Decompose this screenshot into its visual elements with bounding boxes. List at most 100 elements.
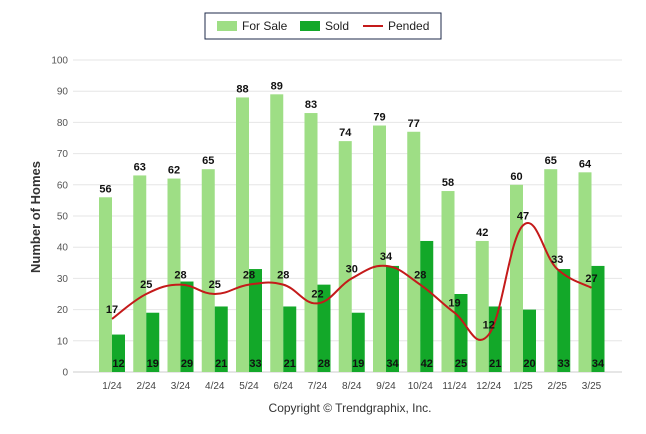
bar-for-sale xyxy=(201,169,215,372)
data-label-pended: 22 xyxy=(311,288,323,300)
data-label-for-sale: 42 xyxy=(476,227,488,239)
y-tick-label: 70 xyxy=(57,149,69,160)
data-label-pended: 28 xyxy=(243,270,255,282)
data-label-pended: 19 xyxy=(448,298,460,310)
bar-sold xyxy=(454,294,468,372)
data-label-sold: 12 xyxy=(112,358,124,370)
bar-sold xyxy=(523,309,536,372)
bar-sold xyxy=(351,312,365,372)
bar-for-sale xyxy=(270,94,284,372)
bar-sold xyxy=(557,269,571,372)
bar-sold xyxy=(146,312,160,372)
x-tick-label: 9/24 xyxy=(376,381,396,392)
data-label-for-sale: 65 xyxy=(545,155,557,167)
data-label-pended: 33 xyxy=(551,254,563,266)
y-tick-label: 50 xyxy=(57,212,69,223)
data-label-for-sale: 60 xyxy=(510,171,522,183)
bars xyxy=(99,94,605,373)
data-label-pended: 27 xyxy=(585,273,597,285)
legend-swatch-for-sale xyxy=(217,21,237,31)
data-label-for-sale: 64 xyxy=(579,158,592,170)
bar-for-sale xyxy=(441,191,455,372)
y-tick-label: 90 xyxy=(57,87,69,98)
data-label-sold: 28 xyxy=(318,358,330,370)
x-tick-label: 5/24 xyxy=(239,381,259,392)
bar-sold xyxy=(317,284,331,372)
chart-legend: For Sale Sold Pended xyxy=(204,12,442,40)
data-label-pended: 25 xyxy=(140,279,152,291)
data-label-for-sale: 62 xyxy=(168,165,180,177)
bar-sold xyxy=(488,306,502,372)
bar-sold xyxy=(180,281,194,372)
data-label-for-sale: 79 xyxy=(373,112,385,124)
bar-sold xyxy=(112,334,125,372)
bar-for-sale xyxy=(133,175,147,372)
data-label-for-sale: 77 xyxy=(408,118,420,130)
data-label-sold: 25 xyxy=(455,358,467,370)
data-label-sold: 19 xyxy=(147,358,159,370)
x-tick-label: 3/24 xyxy=(171,381,191,392)
data-label-sold: 42 xyxy=(421,358,433,370)
y-axis-label: Number of Homes xyxy=(28,161,43,273)
legend-label-pended: Pended xyxy=(388,19,429,33)
x-tick-label: 1/24 xyxy=(102,381,122,392)
data-label-for-sale: 89 xyxy=(271,80,283,92)
bar-for-sale xyxy=(236,97,249,372)
bar-for-sale xyxy=(99,197,112,372)
y-tick-label: 100 xyxy=(51,56,68,67)
bar-for-sale xyxy=(167,178,181,372)
data-label-pended: 25 xyxy=(209,279,221,291)
pended-series xyxy=(111,222,592,341)
data-label-sold: 33 xyxy=(249,358,261,370)
data-labels: 56 12 63 19 62 29 65 21 88 33 89 21 83 28 74 19 79 34 77 42… xyxy=(99,80,605,370)
legend-swatch-sold xyxy=(300,21,320,31)
bar-for-sale xyxy=(373,125,386,373)
y-tick-label: 30 xyxy=(57,274,69,285)
data-label-pended: 17 xyxy=(106,304,118,316)
legend-box xyxy=(204,12,442,40)
x-tick-label: 10/24 xyxy=(408,381,433,392)
data-label-for-sale: 83 xyxy=(305,99,317,111)
y-tick-label: 10 xyxy=(57,336,69,347)
bar-sold xyxy=(283,306,297,372)
y-axis-ticks: 0 10 20 30 40 50 60 70 80 90 100 xyxy=(51,56,68,379)
bar-for-sale xyxy=(578,172,592,372)
y-tick-label: 80 xyxy=(57,118,69,129)
bar-sold xyxy=(214,306,228,372)
x-tick-label: 8/24 xyxy=(342,381,362,392)
data-label-for-sale: 65 xyxy=(202,155,214,167)
data-label-sold: 21 xyxy=(215,358,227,370)
data-label-sold: 33 xyxy=(558,358,570,370)
x-tick-label: 12/24 xyxy=(476,381,501,392)
legend-label-for-sale: For Sale xyxy=(242,19,288,33)
y-tick-label: 20 xyxy=(57,305,69,316)
bar-for-sale xyxy=(338,141,352,372)
data-label-sold: 21 xyxy=(489,358,501,370)
y-tick-label: 60 xyxy=(57,180,69,191)
data-label-pended: 28 xyxy=(277,270,289,282)
data-label-sold: 29 xyxy=(181,358,193,370)
legend-label-sold: Sold xyxy=(325,19,349,33)
data-label-pended: 47 xyxy=(517,210,529,222)
bar-sold xyxy=(249,269,262,372)
y-tick-label: 40 xyxy=(57,243,69,254)
x-tick-label: 2/24 xyxy=(137,381,157,392)
data-label-pended: 28 xyxy=(174,270,186,282)
bar-sold xyxy=(386,265,399,372)
data-label-for-sale: 63 xyxy=(134,161,146,173)
copyright-text: Copyright © Trendgraphix, Inc. xyxy=(269,401,432,415)
data-label-for-sale: 58 xyxy=(442,177,454,189)
data-label-pended: 34 xyxy=(380,251,393,263)
data-label-sold: 21 xyxy=(284,358,296,370)
data-label-for-sale: 88 xyxy=(236,83,248,95)
x-tick-label: 1/25 xyxy=(513,381,533,392)
data-label-sold: 34 xyxy=(592,358,605,370)
data-label-sold: 20 xyxy=(523,358,535,370)
bar-for-sale xyxy=(544,169,558,372)
x-axis-ticks: 1/24 2/24 3/24 4/24 5/24 6/24 7/24 8/24 9/24 10/2… xyxy=(102,381,601,392)
x-tick-label: 6/24 xyxy=(274,381,294,392)
bar-sold xyxy=(591,265,605,372)
bar-for-sale xyxy=(407,131,421,372)
x-tick-label: 11/24 xyxy=(442,381,467,392)
